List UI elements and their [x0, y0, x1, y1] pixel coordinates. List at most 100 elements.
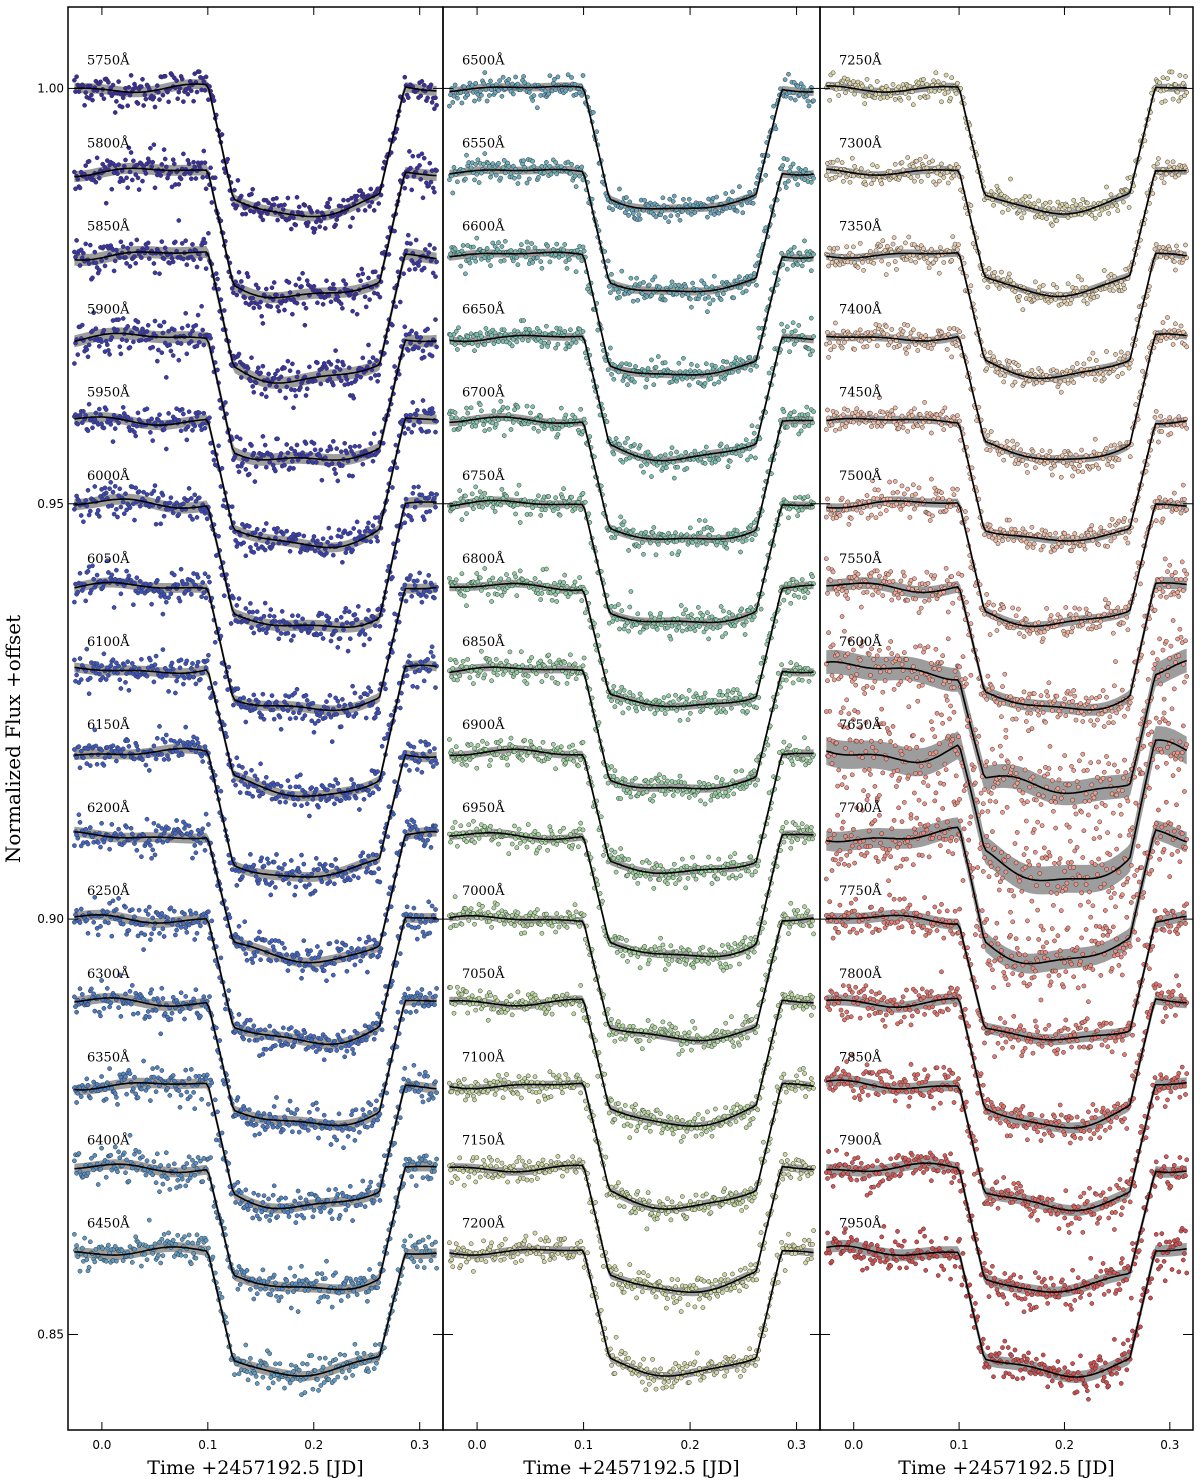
data-point — [115, 670, 120, 676]
data-point — [254, 1291, 260, 1297]
data-point — [493, 82, 499, 87]
data-point — [270, 1380, 276, 1386]
data-point — [290, 613, 295, 619]
data-point — [259, 313, 265, 319]
data-point — [248, 378, 253, 384]
data-point — [291, 405, 296, 411]
data-point — [179, 752, 185, 758]
data-point — [243, 1187, 249, 1193]
data-point — [429, 406, 435, 411]
data-point — [75, 421, 81, 427]
data-point — [419, 987, 425, 992]
data-point — [427, 1248, 433, 1254]
data-point — [116, 1149, 121, 1155]
data-point — [77, 765, 83, 771]
data-point — [152, 483, 158, 488]
data-point — [162, 156, 168, 162]
data-point — [403, 248, 409, 254]
series-5850Å — [72, 218, 439, 411]
data-point — [390, 485, 395, 490]
data-point — [360, 271, 366, 277]
data-point — [175, 96, 181, 102]
data-point — [376, 372, 382, 378]
data-point — [350, 785, 355, 791]
data-point — [162, 245, 168, 251]
data-point — [253, 1284, 259, 1290]
data-point — [312, 447, 318, 453]
data-point — [465, 92, 471, 98]
data-point — [120, 316, 126, 321]
data-point — [190, 427, 195, 433]
data-point — [324, 1258, 329, 1264]
data-point — [111, 412, 117, 418]
data-point — [481, 80, 486, 86]
data-point — [141, 996, 146, 1002]
data-point — [253, 616, 259, 622]
data-point — [372, 1030, 378, 1036]
data-point — [77, 820, 83, 825]
data-point — [330, 783, 336, 789]
data-point — [563, 88, 569, 94]
data-point — [158, 1260, 164, 1266]
data-point — [419, 599, 425, 605]
data-point — [355, 604, 361, 609]
data-point — [274, 384, 279, 389]
data-point — [311, 534, 317, 539]
data-point — [310, 1214, 316, 1220]
data-point — [108, 1000, 114, 1006]
data-point — [109, 822, 115, 827]
data-point — [308, 948, 313, 954]
data-point — [428, 649, 434, 655]
data-point — [294, 300, 300, 306]
data-point — [351, 781, 357, 787]
data-point — [166, 689, 171, 694]
data-point — [349, 945, 354, 951]
data-point — [116, 162, 121, 167]
data-point — [253, 1374, 259, 1379]
data-point — [261, 613, 267, 619]
data-point — [101, 839, 107, 845]
data-point — [311, 1208, 317, 1213]
data-point — [434, 344, 439, 350]
data-point — [207, 579, 212, 585]
data-point — [283, 1195, 288, 1201]
data-point — [426, 1234, 432, 1240]
data-point — [294, 1213, 300, 1219]
data-point — [320, 301, 326, 307]
panels-layer: 5750Å5800Å5850Å5900Å5950Å6000Å6050Å6100Å… — [37, 6, 1194, 1479]
data-point — [365, 969, 370, 975]
data-point — [196, 339, 202, 345]
data-point — [338, 203, 344, 209]
data-point — [401, 271, 407, 277]
data-point — [341, 1145, 346, 1151]
data-point — [137, 578, 143, 584]
data-point — [368, 1102, 374, 1108]
data-point — [86, 512, 92, 518]
data-point — [104, 909, 110, 915]
data-point — [243, 467, 249, 472]
data-point — [225, 156, 231, 162]
data-point — [142, 932, 148, 938]
data-point — [402, 1238, 408, 1244]
data-point — [274, 292, 279, 298]
data-point — [260, 1267, 266, 1273]
data-point — [183, 238, 189, 244]
data-point — [432, 189, 437, 195]
data-point — [190, 328, 195, 334]
data-point — [335, 1374, 341, 1380]
data-point — [116, 826, 121, 832]
data-point — [342, 1054, 348, 1060]
data-point — [280, 1025, 286, 1031]
data-point — [345, 197, 351, 203]
data-point — [242, 1106, 248, 1112]
data-point — [425, 656, 430, 662]
data-point — [255, 699, 261, 705]
data-point — [236, 1012, 242, 1017]
data-point — [183, 1183, 189, 1189]
data-point — [362, 294, 368, 300]
data-point — [531, 93, 537, 98]
data-point — [565, 72, 571, 78]
data-point — [114, 1095, 119, 1100]
data-point — [337, 1284, 343, 1290]
data-point — [282, 945, 287, 951]
